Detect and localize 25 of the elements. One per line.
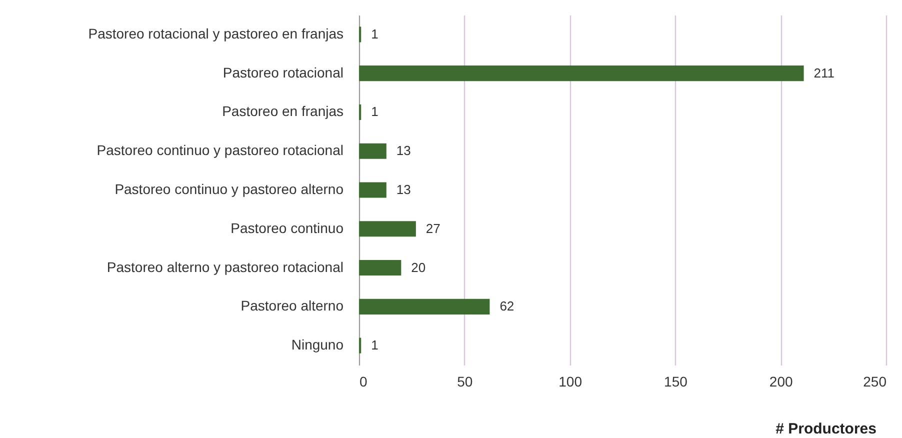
x-axis-title: # Productores (776, 420, 876, 438)
data-label: 1 (371, 104, 378, 120)
data-label: 13 (396, 182, 411, 197)
data-label: 13 (396, 143, 411, 158)
y-tick-label: Pastoreo alterno (240, 298, 344, 314)
data-label: 211 (814, 65, 835, 80)
data-label: 1 (371, 338, 378, 353)
x-tick-label: 50 (457, 374, 473, 390)
x-tick-label: 100 (558, 374, 582, 390)
y-tick-label: Pastoreo rotacional (222, 64, 344, 80)
y-tick-label: Pastoreo alterno y pastoreo rotacional (106, 258, 344, 275)
data-label: 20 (411, 260, 426, 275)
x-tick-label: 0 (360, 374, 368, 390)
data-label: 62 (500, 298, 514, 314)
y-tick-label: Ninguno (291, 336, 344, 353)
y-tick-label: Pastoreo continuo y pastoreo rotacional (96, 142, 344, 158)
data-label: 1 (371, 26, 378, 42)
y-tick-label: Pastoreo rotacional y pastoreo en franjas (88, 25, 344, 42)
y-tick-label: Pastoreo en franjas (222, 103, 344, 120)
x-tick-label: 150 (664, 374, 688, 390)
y-tick-label: Pastoreo continuo y pastoreo alterno (114, 181, 344, 197)
y-tick-label: Pastoreo continuo (230, 220, 344, 236)
x-tick-label: 200 (769, 374, 793, 390)
x-tick-label: 250 (863, 374, 887, 390)
data-label: 27 (426, 220, 440, 236)
